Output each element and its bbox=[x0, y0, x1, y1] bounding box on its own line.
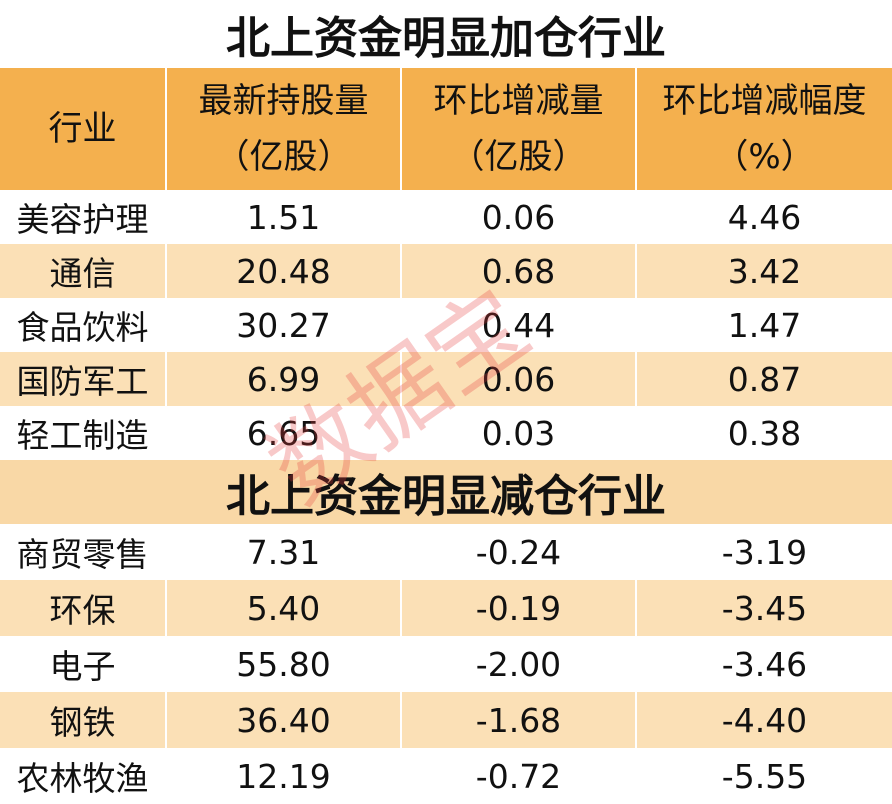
table-cell: 通信 bbox=[49, 254, 116, 293]
table-row: 美容护理 1.51 0.06 4.46 bbox=[0, 190, 892, 244]
table-cell: -4.40 bbox=[635, 692, 892, 748]
table-cell: 36.40 bbox=[165, 692, 400, 748]
table-cell: 钢铁 bbox=[49, 703, 116, 742]
table-cell: 国防军工 bbox=[16, 362, 149, 401]
table-row: 食品饮料 30.27 0.44 1.47 bbox=[0, 298, 892, 352]
table-row: 农林牧渔 12.19 -0.72 -5.55 bbox=[0, 748, 892, 804]
section-title: 北上资金明显减仓行业 bbox=[0, 460, 892, 524]
table-cell: 商贸零售 bbox=[16, 535, 149, 574]
table-cell: 20.48 bbox=[165, 244, 400, 298]
header-text: 环比增减量 bbox=[433, 81, 604, 121]
table-row: 电子 55.80 -2.00 -3.46 bbox=[0, 636, 892, 692]
header-cell: 行业 bbox=[0, 68, 165, 190]
table-cell: 30.27 bbox=[165, 298, 400, 352]
table-cell: 1.51 bbox=[165, 190, 400, 244]
header-text: （亿股） bbox=[215, 137, 352, 177]
header-row: 行业 最新持股量 （亿股） 环比增减量 （亿股） 环比增减幅度 （%） bbox=[0, 68, 892, 190]
table-cell: 1.47 bbox=[635, 298, 892, 352]
table-cell: -3.46 bbox=[635, 636, 892, 692]
table-row: 环保 5.40 -0.19 -3.45 bbox=[0, 580, 892, 636]
table-cell: 0.06 bbox=[400, 352, 635, 406]
table-cell: 0.44 bbox=[400, 298, 635, 352]
table-cell: 电子 bbox=[49, 647, 116, 686]
table-cell: 美容护理 bbox=[16, 200, 149, 239]
table-cell: 环保 bbox=[49, 591, 116, 630]
table-cell: 5.40 bbox=[165, 580, 400, 636]
table-row: 轻工制造 6.65 0.03 0.38 bbox=[0, 406, 892, 460]
table-cell: -3.19 bbox=[635, 524, 892, 580]
header-text: 环比增减幅度 bbox=[662, 81, 867, 121]
table-cell: 3.42 bbox=[635, 244, 892, 298]
table-cell: -0.19 bbox=[400, 580, 635, 636]
header-cell: 环比增减量 （亿股） bbox=[400, 68, 635, 190]
table-cell: 食品饮料 bbox=[16, 308, 149, 347]
header-cell: 最新持股量 （亿股） bbox=[165, 68, 400, 190]
table-cell: 4.46 bbox=[635, 190, 892, 244]
table-cell: 0.03 bbox=[400, 406, 635, 460]
table-cell: 6.99 bbox=[165, 352, 400, 406]
table-cell: 55.80 bbox=[165, 636, 400, 692]
header-text: 最新持股量 bbox=[198, 81, 369, 121]
table-cell: -5.55 bbox=[635, 748, 892, 804]
header-cell: 环比增减幅度 （%） bbox=[635, 68, 892, 190]
table-cell: 0.87 bbox=[635, 352, 892, 406]
table-row: 商贸零售 7.31 -0.24 -3.19 bbox=[0, 524, 892, 580]
table-row: 钢铁 36.40 -1.68 -4.40 bbox=[0, 692, 892, 748]
table-cell: 0.38 bbox=[635, 406, 892, 460]
table-cell: -1.68 bbox=[400, 692, 635, 748]
table-cell: 7.31 bbox=[165, 524, 400, 580]
table-cell: -0.24 bbox=[400, 524, 635, 580]
header-text: 行业 bbox=[48, 109, 117, 149]
table-cell: 6.65 bbox=[165, 406, 400, 460]
table-cell: -0.72 bbox=[400, 748, 635, 804]
table-cell: -2.00 bbox=[400, 636, 635, 692]
table-row: 国防军工 6.99 0.06 0.87 bbox=[0, 352, 892, 406]
table-cell: 0.68 bbox=[400, 244, 635, 298]
table-cell: 农林牧渔 bbox=[16, 759, 149, 798]
header-text: （%） bbox=[714, 137, 815, 177]
table-cell: 12.19 bbox=[165, 748, 400, 804]
section-title: 北上资金明显加仓行业 bbox=[226, 13, 666, 64]
table-cell: 0.06 bbox=[400, 190, 635, 244]
header-text: （亿股） bbox=[450, 137, 587, 177]
table-cell: -3.45 bbox=[635, 580, 892, 636]
table-row: 通信 20.48 0.68 3.42 bbox=[0, 244, 892, 298]
table-cell: 轻工制造 bbox=[16, 416, 149, 455]
